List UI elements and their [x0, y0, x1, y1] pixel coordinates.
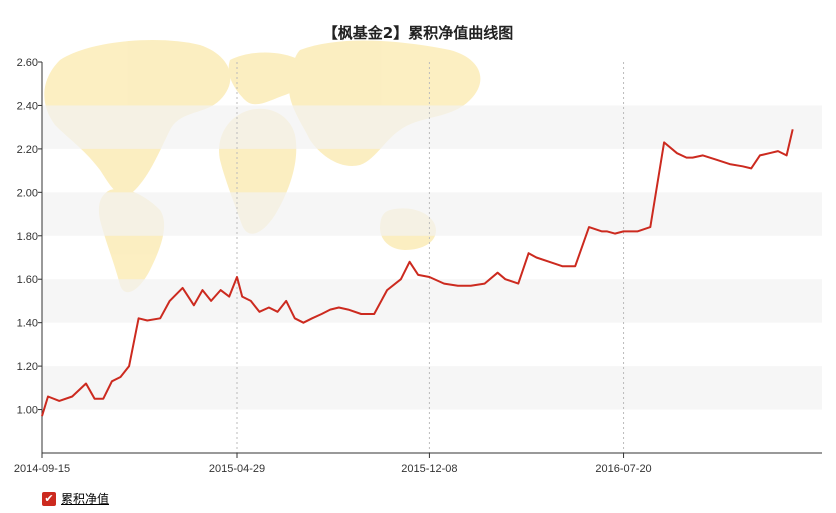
- legend-label[interactable]: 累积净值: [61, 492, 110, 506]
- y-axis-ticks: 1.00 1.20 1.40 1.60 1.80 2.00 2.20 2.40 2.60: [17, 57, 42, 417]
- y-tick-label: 1.40: [17, 318, 38, 330]
- grid-band: [42, 192, 822, 236]
- x-tick-label: 2014-09-15: [14, 463, 70, 475]
- grid-bands: [42, 105, 822, 410]
- x-tick-label: 2015-04-29: [209, 463, 265, 475]
- x-tick-label: 2016-07-20: [595, 463, 651, 475]
- y-tick-label: 2.20: [17, 144, 38, 156]
- y-tick-label: 1.80: [17, 231, 38, 243]
- chart-title: 【枫基金2】累积净值曲线图: [323, 24, 513, 42]
- series-layer: [41, 129, 794, 417]
- y-tick-label: 1.60: [17, 274, 38, 286]
- x-tick-label: 2015-12-08: [401, 463, 457, 475]
- legend[interactable]: ✔ 累积净值: [42, 490, 109, 507]
- world-map-watermark: [44, 40, 481, 293]
- y-tick-label: 2.40: [17, 100, 38, 112]
- y-tick-label: 2.60: [17, 57, 38, 69]
- grid-band: [42, 366, 822, 410]
- grid-band: [42, 279, 822, 323]
- series-line-cumulative-nav: [41, 129, 794, 417]
- x-axis-ticks: 2014-09-15 2015-04-29 2015-12-08 2016-07-20: [14, 453, 652, 475]
- vertical-gridlines: [236, 62, 625, 453]
- y-tick-label: 1.00: [17, 405, 38, 417]
- y-tick-label: 2.00: [17, 187, 38, 199]
- grid-band: [42, 105, 822, 149]
- y-tick-label: 1.20: [17, 361, 38, 373]
- checkbox-icon[interactable]: ✔: [42, 491, 56, 506]
